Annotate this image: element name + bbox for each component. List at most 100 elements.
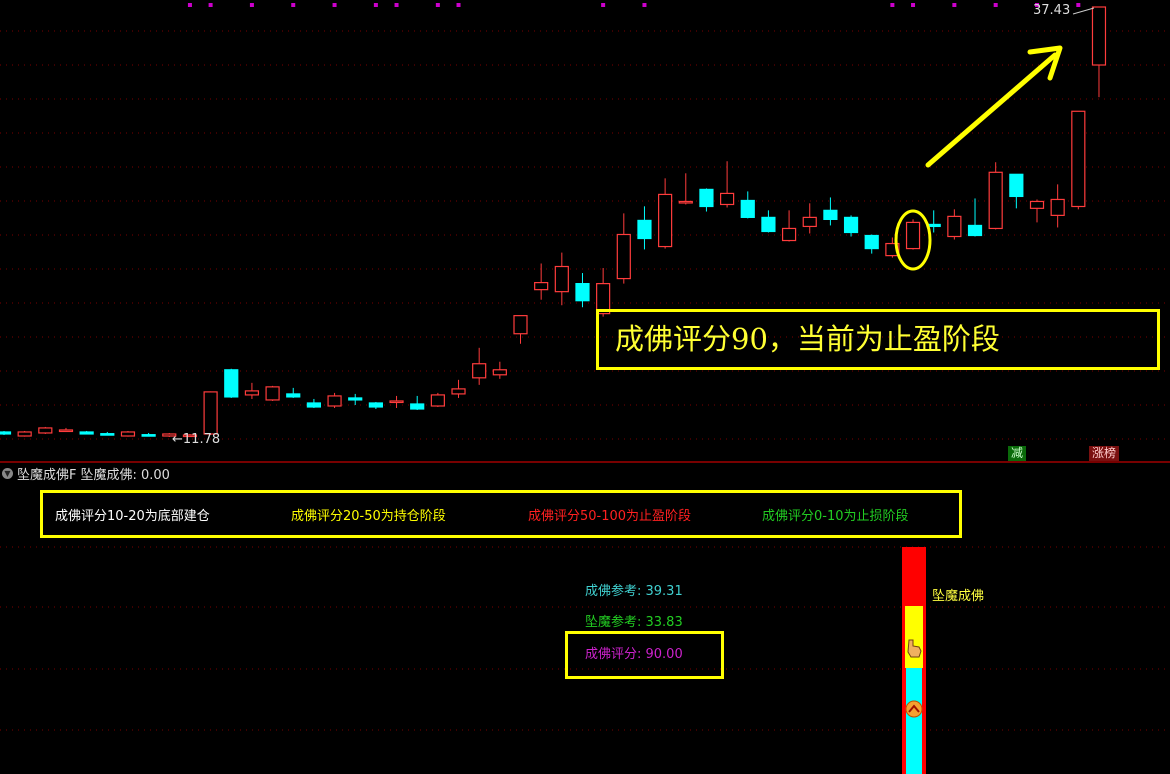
- candle-body: [492, 369, 507, 376]
- yellow-arrow-icon: [925, 45, 1063, 168]
- candle-body: [637, 219, 652, 240]
- signal-marker: [1076, 3, 1081, 7]
- candle-body: [740, 199, 755, 218]
- candle-body: [616, 233, 631, 280]
- score-bar-label: 坠魔成佛: [932, 589, 985, 604]
- annotation-callout: 成佛评分90，当前为止盈阶段: [596, 309, 1160, 370]
- candle: [286, 387, 301, 398]
- candle: [368, 401, 383, 410]
- candle-body: [368, 402, 383, 408]
- candle: [740, 191, 755, 219]
- limit-up-badge[interactable]: 涨榜: [1089, 446, 1120, 461]
- signal-marker: [187, 3, 192, 7]
- candle: [451, 379, 466, 398]
- candle: [265, 385, 280, 401]
- candle: [79, 430, 94, 435]
- candle-body: [79, 431, 94, 435]
- legend-hold: 成佛评分20-50为持仓阶段: [291, 509, 446, 524]
- candle: [1091, 6, 1107, 98]
- candle-body: [1091, 6, 1107, 66]
- candle: [100, 431, 115, 436]
- candle: [947, 209, 962, 240]
- candle-body: [182, 434, 198, 438]
- candle: [430, 392, 445, 407]
- candle: [637, 206, 652, 250]
- candle-body: [430, 394, 445, 407]
- candle-body: [988, 171, 1003, 230]
- low-price-value: 11.78: [182, 432, 221, 447]
- candle-body: [389, 400, 404, 404]
- signal-marker: [249, 3, 254, 7]
- collapse-icon[interactable]: ▼: [2, 468, 13, 479]
- candle: [244, 382, 260, 399]
- candle-body: [905, 221, 921, 250]
- signal-marker: [890, 3, 895, 7]
- score-legend-box: 成佛评分10-20为底部建仓 成佛评分20-50为持仓阶段 成佛评分50-100…: [40, 490, 962, 538]
- candle: [410, 395, 425, 411]
- score-box: [565, 631, 724, 679]
- indicator-value: 坠魔成佛: 0.00: [80, 468, 170, 483]
- candle-body: [203, 391, 218, 435]
- candle-body: [327, 395, 342, 407]
- hand-cursor-icon: [907, 639, 922, 658]
- candle-body: [947, 215, 962, 238]
- candle-body: [100, 433, 115, 436]
- candle-body: [17, 431, 32, 437]
- candle-body: [141, 434, 156, 437]
- candle-body: [244, 390, 260, 396]
- candle-body: [286, 393, 301, 398]
- signal-marker: [208, 3, 213, 7]
- candle-body: [575, 283, 590, 302]
- indicator-name[interactable]: 坠魔成佛F: [17, 468, 77, 483]
- score-bar: [902, 547, 926, 774]
- candle: [327, 392, 342, 408]
- candle-body: [58, 429, 74, 433]
- candle-body: [38, 427, 53, 434]
- top-markers: [187, 3, 1081, 7]
- candle-body: [224, 369, 239, 398]
- candle-body: [864, 234, 879, 250]
- legend-bottom-build: 成佛评分10-20为底部建仓: [55, 509, 210, 524]
- candle: [1029, 199, 1045, 223]
- candle: [823, 197, 838, 226]
- candle-body: [1009, 173, 1024, 198]
- candle: [616, 213, 631, 284]
- candle: [843, 215, 859, 237]
- candle-body: [120, 431, 136, 437]
- signal-marker: [456, 3, 461, 7]
- candle: [761, 210, 776, 233]
- candle: [554, 252, 569, 306]
- candle-body: [699, 188, 714, 208]
- candle: [658, 178, 673, 249]
- candle-body: [472, 363, 487, 379]
- candle: [0, 430, 12, 435]
- candle-body: [534, 282, 549, 291]
- candle: [38, 426, 53, 434]
- candle-body: [0, 431, 12, 435]
- candle: [1071, 110, 1086, 210]
- candle-body: [1071, 110, 1086, 208]
- candle-body: [1050, 198, 1065, 216]
- sell-reference: 坠魔参考: 33.83: [585, 615, 683, 630]
- signal-marker: [291, 3, 296, 7]
- candle: [492, 361, 507, 379]
- chevron-up-icon[interactable]: [905, 700, 923, 718]
- signal-marker: [332, 3, 337, 7]
- signal-marker: [642, 3, 647, 7]
- signal-marker: [993, 3, 998, 7]
- reduce-badge[interactable]: 减: [1008, 446, 1027, 461]
- candle-body: [513, 315, 528, 335]
- legend-stop-loss: 成佛评分0-10为止损阶段: [762, 509, 909, 524]
- candle: [864, 234, 879, 254]
- candle: [58, 427, 74, 433]
- candle-body: [410, 403, 425, 410]
- candle: [699, 188, 714, 212]
- candle: [472, 347, 487, 385]
- candle: [141, 432, 156, 437]
- candle: [596, 268, 611, 317]
- signal-marker: [373, 3, 378, 7]
- candle: [967, 198, 983, 237]
- candle-body: [306, 402, 321, 408]
- candle: [988, 162, 1003, 230]
